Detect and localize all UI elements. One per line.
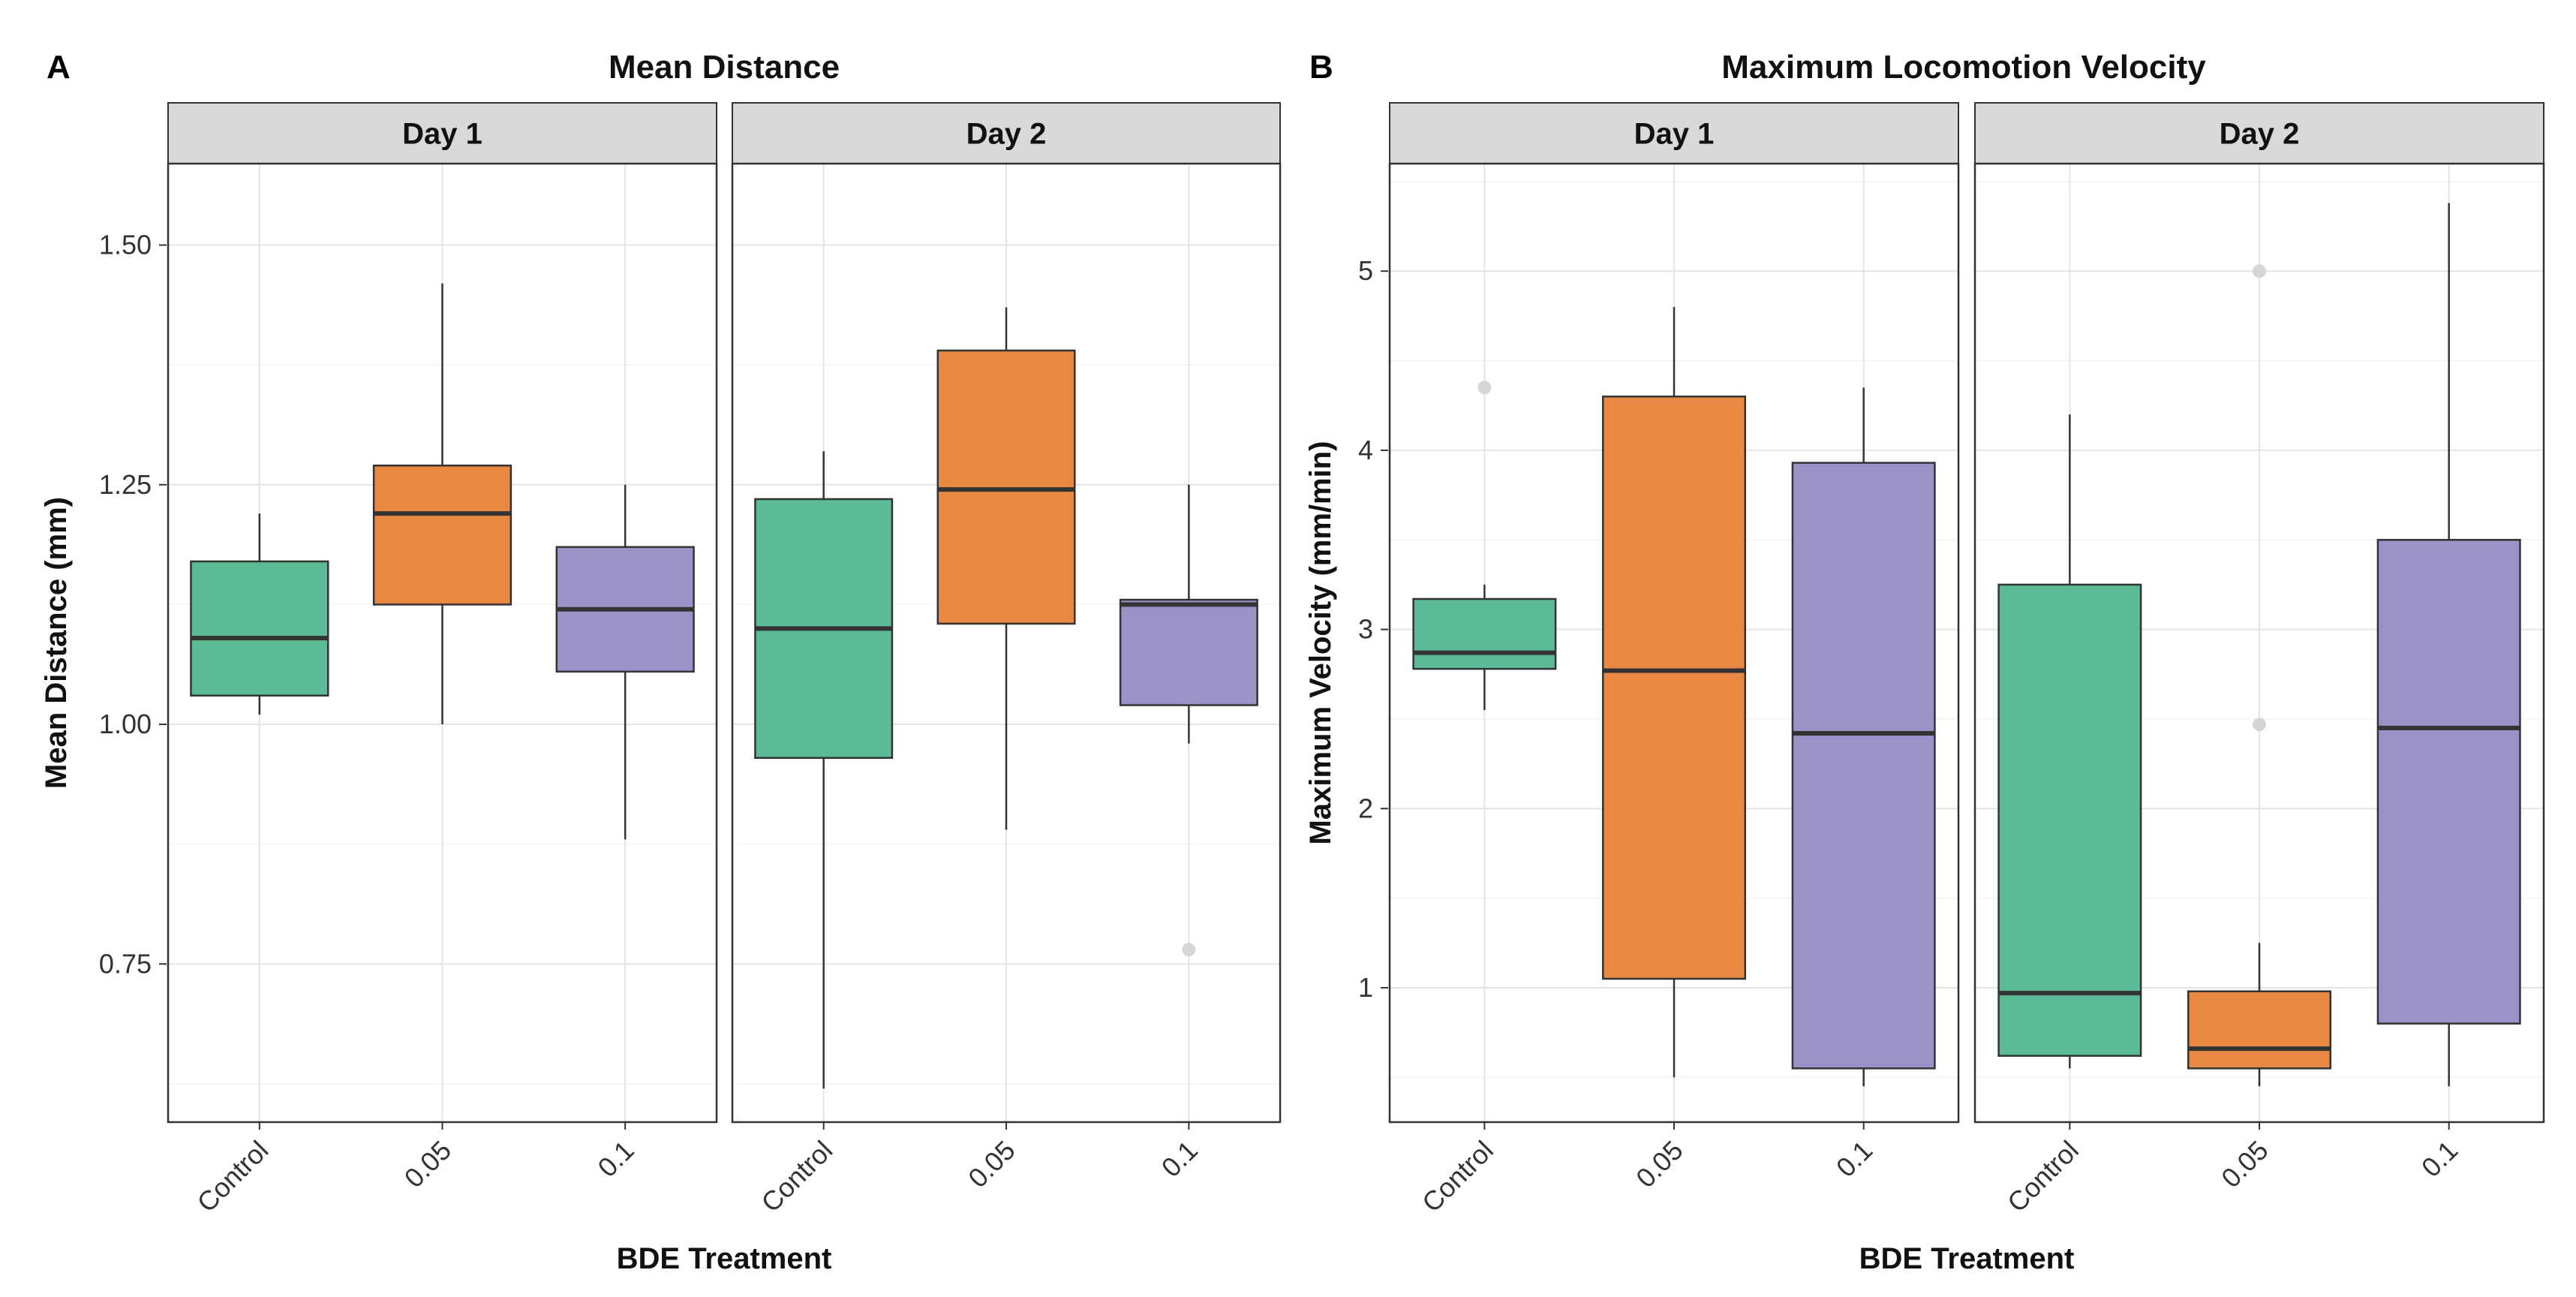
box-0-05 [2187,264,2331,1087]
box-0-05 [936,307,1076,830]
facet-day-1: Day 1 Control 0.05 0.1 [1388,102,1960,1218]
box-0-1 [1119,484,1258,957]
box-0-1 [555,484,695,840]
x-tick-label: 0.1 [1156,1135,1204,1183]
panel-letter: B [1309,49,1333,86]
box-control [190,513,329,715]
box-0-1 [1791,387,1936,1087]
y-tick-label: 0.75 [99,948,152,979]
facet-day-1: Day 1 Control 0.05 0.1 [167,102,718,1218]
box-control [1412,381,1557,711]
y-tick-label: 1.25 [99,469,152,500]
facet-strip [1389,102,1959,164]
box-body [2187,990,2331,1070]
facet-strip-label: Day 2 [2220,118,2300,151]
panel-letter: A [47,49,71,86]
panel-title: Mean Distance [609,49,840,86]
panel-b: B Maximum Locomotion Velocity Maximum Velo… [1304,49,2545,1275]
box-body [936,349,1076,625]
box-control [1997,414,2142,1069]
facet-strip [167,102,717,164]
box-body [372,465,512,606]
x-tick-label: 0.1 [1830,1135,1878,1183]
y-tick-label: 1.00 [99,709,152,739]
box-body [1997,583,2142,1057]
x-axis-title: BDE Treatment [617,1242,832,1275]
facet-day-2: Day 2 Control 0.05 0.1 [731,102,1282,1218]
panel-a: A Mean Distance Mean Distance (mm) 0.75 1.00… [40,49,1282,1275]
facet-strip-label: Day 2 [966,118,1047,151]
x-tick-label: Control [191,1135,274,1218]
x-tick-label: 0.05 [962,1135,1021,1194]
outlier-point [2253,718,2266,732]
x-axis-title: BDE Treatment [1859,1242,2075,1275]
y-tick-label: 1 [1358,972,1373,1003]
box-body [2376,539,2521,1025]
y-axis-title: Mean Distance (mm) [40,497,73,789]
box-body [190,560,329,697]
x-tick-label: 0.05 [2215,1135,2274,1194]
y-axis-title: Maximum Velocity (mm/min) [1304,441,1337,845]
outlier-point [1182,943,1196,957]
facet-strip-label: Day 1 [402,118,482,151]
box-0-05 [1602,306,1746,1078]
panel-title: Maximum Locomotion Velocity [1721,49,2206,86]
box-body [1602,396,1746,980]
facet-strip [1974,102,2544,164]
x-tick-label: Control [755,1135,838,1218]
y-tick-label: 5 [1358,255,1373,286]
x-tick-label: Control [1416,1135,1499,1218]
box-0-1 [2376,203,2521,1087]
x-tick-label: 0.1 [2415,1135,2463,1183]
outlier-point [1477,381,1492,395]
box-body [1412,597,1557,670]
x-tick-label: 0.05 [1630,1135,1689,1194]
y-tick-label: 4 [1358,435,1373,465]
outlier-point [2253,264,2266,278]
box-body [1791,462,1936,1070]
box-body [1119,598,1258,706]
y-tick-label: 3 [1358,614,1373,645]
box-control [754,451,894,1089]
x-tick-label: 0.05 [398,1135,458,1194]
facet-strip [732,102,1281,164]
x-tick-label: 0.1 [591,1135,639,1183]
box-0-05 [372,283,512,725]
y-tick-label: 2 [1358,793,1373,823]
facet-day-2: Day 2 Control 0.05 0.1 [1973,102,2545,1218]
y-tick-label: 1.50 [99,230,152,260]
x-tick-label: Control [2001,1135,2085,1218]
facet-strip-label: Day 1 [1634,118,1715,151]
